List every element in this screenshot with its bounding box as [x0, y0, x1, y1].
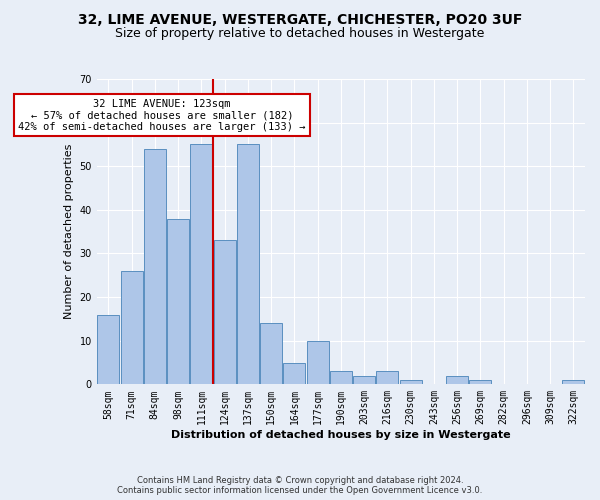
Bar — [190, 144, 212, 384]
Text: 32 LIME AVENUE: 123sqm
← 57% of detached houses are smaller (182)
42% of semi-de: 32 LIME AVENUE: 123sqm ← 57% of detached… — [18, 98, 305, 132]
Bar — [214, 240, 236, 384]
Bar — [330, 371, 352, 384]
Bar — [376, 371, 398, 384]
Bar — [307, 340, 329, 384]
Bar — [446, 376, 468, 384]
Bar — [353, 376, 375, 384]
Bar — [283, 362, 305, 384]
Bar — [144, 149, 166, 384]
Bar — [237, 144, 259, 384]
Bar — [260, 324, 282, 384]
Text: 32, LIME AVENUE, WESTERGATE, CHICHESTER, PO20 3UF: 32, LIME AVENUE, WESTERGATE, CHICHESTER,… — [78, 12, 522, 26]
Bar — [167, 218, 189, 384]
Bar — [400, 380, 422, 384]
Text: Contains HM Land Registry data © Crown copyright and database right 2024.
Contai: Contains HM Land Registry data © Crown c… — [118, 476, 482, 495]
Bar — [121, 271, 143, 384]
X-axis label: Distribution of detached houses by size in Westergate: Distribution of detached houses by size … — [171, 430, 511, 440]
Bar — [469, 380, 491, 384]
Bar — [562, 380, 584, 384]
Y-axis label: Number of detached properties: Number of detached properties — [64, 144, 74, 320]
Text: Size of property relative to detached houses in Westergate: Size of property relative to detached ho… — [115, 28, 485, 40]
Bar — [97, 314, 119, 384]
